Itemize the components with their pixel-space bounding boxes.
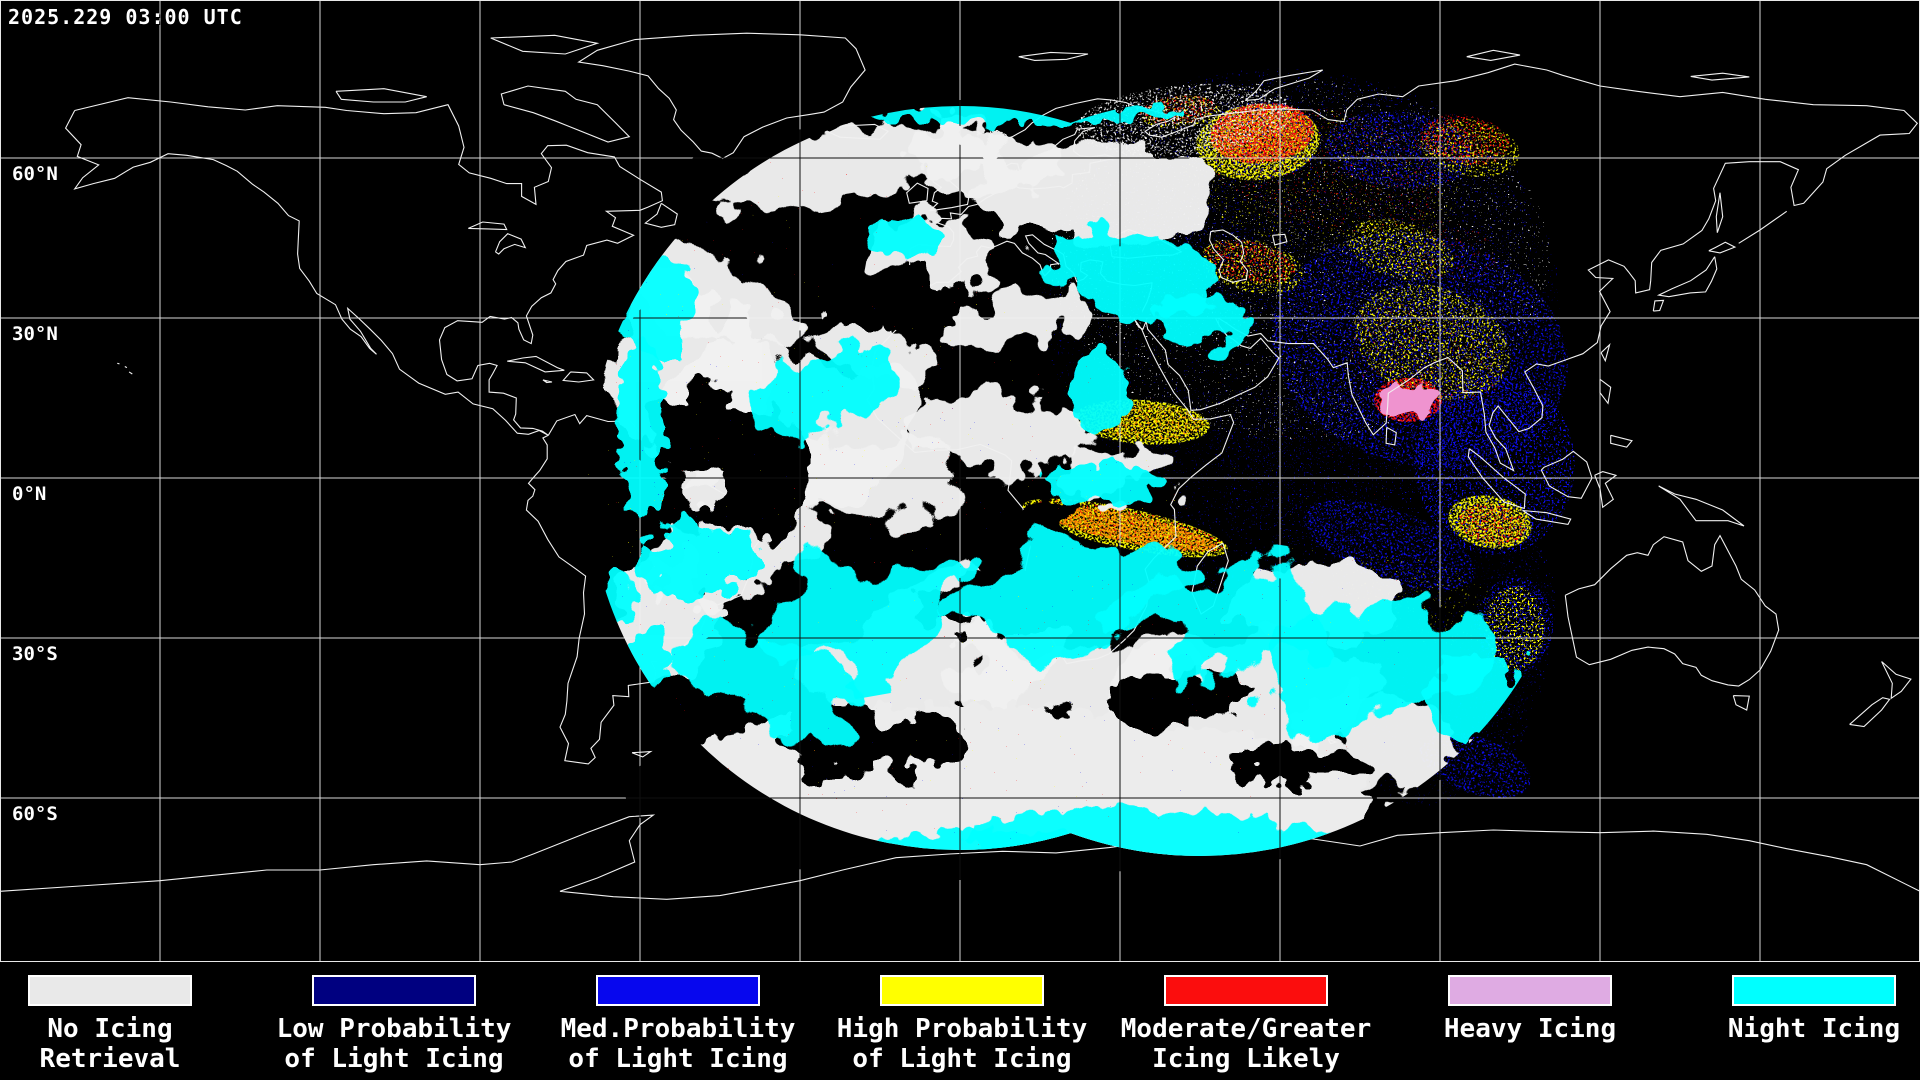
legend-label: Icing Likely <box>1152 1044 1340 1074</box>
moderate-swatch <box>1164 975 1328 1006</box>
legend-label: No Icing <box>47 1014 173 1044</box>
legend-label: Night Icing <box>1727 1014 1901 1044</box>
latitude-label-30s: 30°S <box>12 643 58 665</box>
legend-label: of Light Icing <box>568 1044 788 1074</box>
no-icing-swatch <box>28 975 192 1006</box>
coastline <box>0 814 1920 900</box>
coastline <box>1467 448 1526 510</box>
coastline <box>644 202 678 228</box>
coastline <box>577 32 866 160</box>
coastline <box>128 371 133 375</box>
coastline <box>64 97 663 436</box>
coastline <box>1610 434 1633 448</box>
coastline <box>1466 49 1521 61</box>
coastline <box>507 355 565 373</box>
coastline <box>1849 697 1891 728</box>
heavy-icing-blob <box>1411 403 1435 417</box>
timestamp: 2025.229 03:00 UTC <box>8 5 243 29</box>
coastline <box>1690 72 1750 81</box>
coastline <box>468 221 508 231</box>
legend-label: High Probability <box>836 1014 1088 1044</box>
coastline <box>124 366 128 369</box>
world-map <box>0 0 1920 962</box>
coastline <box>1652 299 1665 312</box>
night-icing-blob <box>1038 227 1218 317</box>
coastline <box>1708 241 1737 254</box>
legend-label: Heavy Icing <box>1443 1014 1617 1044</box>
legend-item-heavy: Heavy Icing <box>1388 975 1672 1044</box>
latitude-label-60n: 60°N <box>12 163 58 185</box>
coastline <box>1018 51 1089 61</box>
legend-item-night: Night Icing <box>1672 975 1920 1044</box>
coastline <box>1599 378 1612 405</box>
coastline <box>500 85 631 143</box>
coastline <box>542 379 553 384</box>
coastline <box>1271 233 1288 246</box>
coastline <box>117 362 120 365</box>
legend-item-moderate: Moderate/Greater Icing Likely <box>1104 975 1388 1074</box>
speckle-cluster-blue <box>588 220 1000 580</box>
coastline <box>1594 471 1618 509</box>
legend-label: Retrieval <box>39 1044 181 1074</box>
coastline <box>490 34 600 55</box>
coastline <box>335 88 427 103</box>
coastline <box>1658 485 1745 527</box>
coastline <box>1209 229 1249 283</box>
legend-label: Moderate/Greater <box>1120 1014 1372 1044</box>
low-prob-swatch <box>312 975 476 1006</box>
legend-label: Med.Probability <box>560 1014 796 1044</box>
legend-item-low-prob: Low Probability of Light Icing <box>252 975 536 1074</box>
mixed-fleck-layer <box>588 120 1440 856</box>
latitude-label-30n: 30°N <box>12 323 58 345</box>
heavy-swatch <box>1448 975 1612 1006</box>
speckle-cluster-red <box>1458 503 1526 545</box>
latitude-label-60s: 60°S <box>12 803 58 825</box>
legend-label: Low Probability <box>276 1014 512 1044</box>
coastline <box>631 750 653 758</box>
night-icing-blob <box>1153 294 1257 342</box>
legend-label: of Light Icing <box>852 1044 1072 1074</box>
coastline <box>1738 210 1788 244</box>
coastline <box>1540 450 1593 499</box>
coastline <box>1656 256 1718 298</box>
coastline <box>1244 69 1323 101</box>
coastline <box>1715 192 1724 233</box>
coastline <box>1881 661 1912 700</box>
coastline <box>1564 534 1780 687</box>
legend-item-no-icing: No Icing Retrieval <box>0 975 252 1074</box>
coastline <box>1732 695 1750 711</box>
coastline <box>562 371 595 383</box>
high-prob-swatch <box>880 975 1044 1006</box>
coastline <box>1600 342 1611 363</box>
coastline <box>494 233 527 255</box>
legend-item-med-prob: Med.Probability of Light Icing <box>536 975 820 1074</box>
coastline <box>1385 426 1397 446</box>
legend-bar: No Icing Retrieval Low Probability of Ligh… <box>0 962 1920 1080</box>
med-prob-swatch <box>596 975 760 1006</box>
night-swatch <box>1732 975 1896 1006</box>
legend-item-high-prob: High Probability of Light Icing <box>820 975 1104 1074</box>
legend-label: of Light Icing <box>284 1044 504 1074</box>
latitude-label-0n: 0°N <box>12 483 47 505</box>
coastline <box>1522 509 1572 526</box>
